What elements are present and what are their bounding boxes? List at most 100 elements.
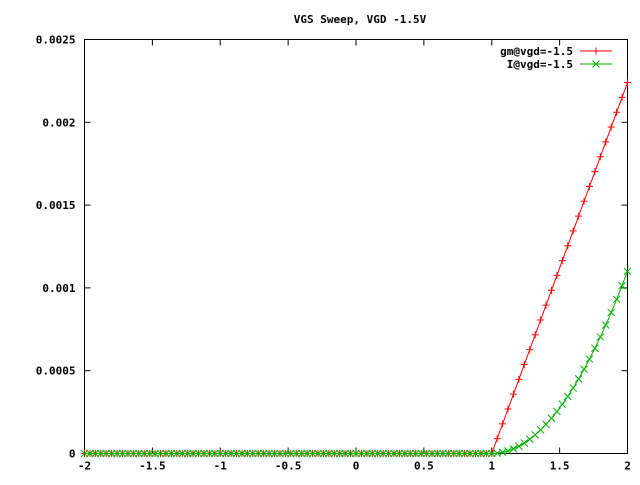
series-line xyxy=(84,82,628,454)
y-tick-label: 0 xyxy=(69,448,76,461)
data-point xyxy=(118,449,127,458)
data-point xyxy=(558,400,567,409)
data-point xyxy=(314,449,322,458)
data-point xyxy=(134,449,143,458)
legend-marker xyxy=(592,47,600,55)
data-point xyxy=(449,449,458,458)
data-point xyxy=(243,449,252,458)
data-point xyxy=(379,449,388,458)
data-point xyxy=(368,449,377,458)
data-point xyxy=(585,355,594,363)
y-tick-label: 0.002 xyxy=(42,116,75,129)
data-point xyxy=(172,449,181,458)
data-point xyxy=(80,449,89,458)
x-tick-label: -2 xyxy=(78,460,91,473)
y-tick-label: 0.0015 xyxy=(36,199,76,212)
data-point xyxy=(574,375,583,383)
data-point xyxy=(297,449,306,458)
data-point xyxy=(466,449,474,458)
data-point xyxy=(319,449,328,458)
data-point xyxy=(401,449,409,458)
data-point xyxy=(624,79,631,87)
data-point xyxy=(411,449,420,458)
data-point xyxy=(580,365,588,374)
data-point xyxy=(363,449,371,458)
data-point xyxy=(515,442,523,451)
series-current xyxy=(80,267,632,458)
data-point xyxy=(281,449,290,458)
data-point xyxy=(189,449,197,458)
data-point xyxy=(493,435,501,443)
y-tick-label: 0.0025 xyxy=(36,34,76,47)
data-point xyxy=(553,407,561,416)
data-point xyxy=(525,435,534,444)
data-point xyxy=(542,301,550,309)
series-gm xyxy=(81,79,631,457)
data-point xyxy=(292,449,301,458)
data-point xyxy=(145,449,154,458)
data-point xyxy=(308,449,317,458)
data-point xyxy=(357,449,366,458)
data-point xyxy=(504,405,512,413)
data-point xyxy=(613,108,621,116)
data-point xyxy=(482,449,491,458)
data-point xyxy=(373,449,382,458)
data-point xyxy=(602,138,610,146)
data-point xyxy=(428,449,436,458)
data-point xyxy=(107,449,116,458)
legend-item: gm@vgd=-1.5 xyxy=(500,45,612,58)
data-point xyxy=(553,271,561,279)
data-point xyxy=(509,444,518,453)
data-point xyxy=(422,449,431,458)
data-point xyxy=(200,449,208,458)
data-point xyxy=(341,449,349,458)
series-layer xyxy=(80,79,632,458)
data-point xyxy=(531,331,539,339)
ticks-layer: -2 -1.5 -1 -0.5 0 0.5 1 1.5 2 0 0.0005 0.001 0.0015 0… xyxy=(36,34,631,473)
x-tick-label: 0.5 xyxy=(414,460,434,473)
data-point xyxy=(558,257,566,265)
data-point xyxy=(547,286,555,294)
data-point xyxy=(585,182,593,190)
data-point xyxy=(96,449,105,458)
series-line xyxy=(84,271,628,454)
data-point xyxy=(509,390,517,398)
data-point xyxy=(515,375,523,383)
legend: gm@vgd=-1.5I@vgd=-1.5 xyxy=(500,45,612,71)
data-point xyxy=(477,449,485,458)
x-tick-label: -1 xyxy=(214,460,228,473)
data-point xyxy=(547,414,556,423)
data-point xyxy=(324,449,333,458)
data-point xyxy=(455,449,464,458)
data-point xyxy=(564,242,572,250)
data-point xyxy=(526,346,534,354)
data-point xyxy=(601,321,610,329)
data-point xyxy=(607,123,615,131)
data-point xyxy=(232,449,241,458)
data-point xyxy=(330,449,339,458)
data-point xyxy=(618,281,626,290)
legend-item: I@vgd=-1.5 xyxy=(507,58,612,71)
data-point xyxy=(433,449,442,458)
data-point xyxy=(504,447,512,455)
data-point xyxy=(580,197,588,205)
data-point xyxy=(569,384,578,392)
data-point xyxy=(618,93,626,101)
data-point xyxy=(352,449,360,458)
data-point xyxy=(210,449,219,458)
data-point xyxy=(129,449,138,458)
x-tick-label: 1.5 xyxy=(550,460,570,473)
data-point xyxy=(162,449,170,458)
data-point xyxy=(265,449,273,458)
x-tick-label: 1 xyxy=(488,460,495,473)
data-point xyxy=(167,449,176,458)
data-point xyxy=(303,449,311,458)
data-point xyxy=(113,449,121,458)
data-point xyxy=(520,360,528,368)
data-point xyxy=(140,449,149,458)
data-point xyxy=(194,449,203,458)
data-point xyxy=(384,449,393,458)
data-point xyxy=(591,168,599,176)
data-point xyxy=(406,449,415,458)
data-point xyxy=(276,449,284,458)
